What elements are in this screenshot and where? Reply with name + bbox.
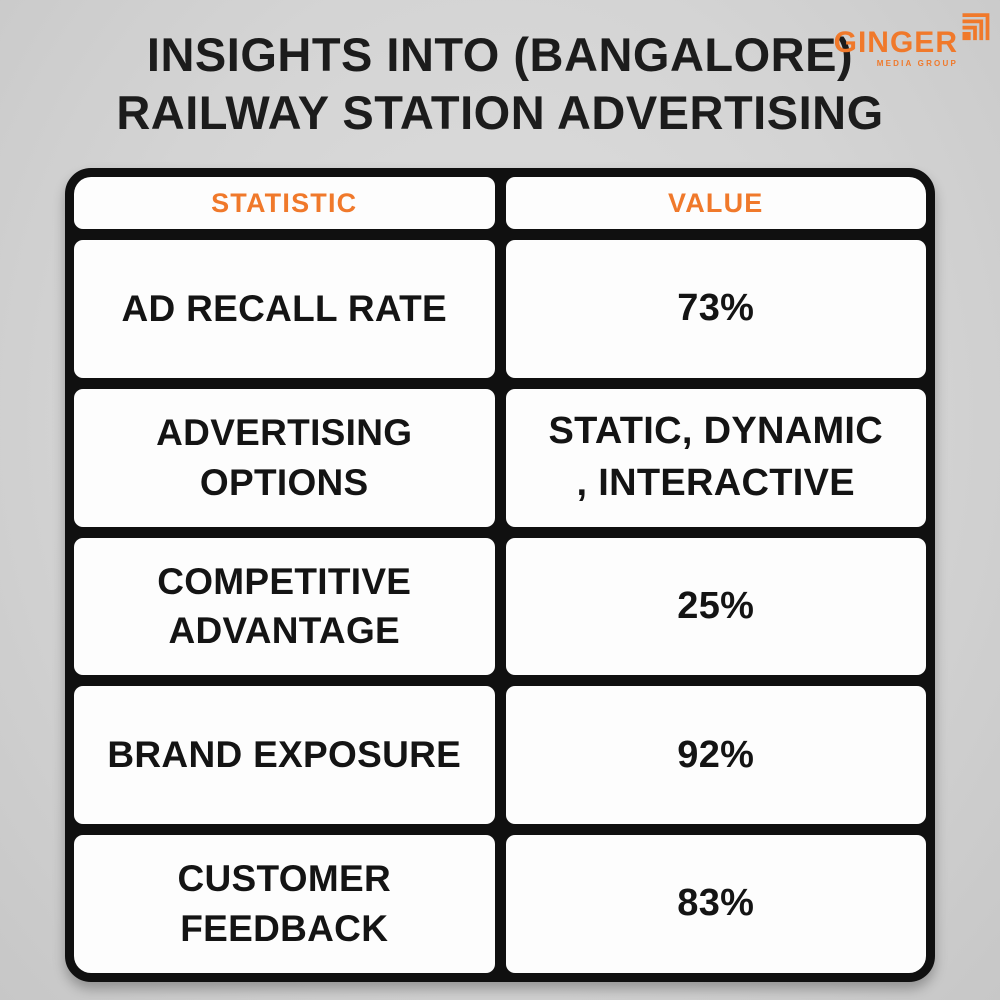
table-cell-value: 83% — [505, 835, 926, 973]
statistics-table: STATISTIC VALUE AD RECALL RATE 73% ADVER… — [65, 168, 935, 982]
brand-logo-text: GINGER MEDIA GROUP — [833, 26, 958, 69]
table-cell-statistic: AD RECALL RATE — [74, 240, 495, 378]
brand-subtitle: MEDIA GROUP — [876, 59, 958, 68]
table-cell-value: 25% — [505, 537, 926, 676]
signal-steps-icon — [962, 13, 990, 41]
brand-logo: GINGER MEDIA GROUP — [834, 12, 990, 68]
page-title-line2: RAILWAY STATION ADVERTISING — [116, 86, 884, 139]
table-cell-statistic: ADVERTISING OPTIONS — [74, 388, 495, 527]
page-title: INSIGHTS INTO (BANGALORE) RAILWAY STATIO… — [0, 26, 1000, 142]
table-cell-value: STATIC, DYNAMIC , INTERACTIVE — [505, 388, 926, 527]
table-cell-statistic: BRAND EXPOSURE — [74, 686, 495, 825]
table-cell-value: 73% — [505, 240, 926, 378]
page-title-line1: INSIGHTS INTO (BANGALORE) — [146, 28, 854, 81]
table-cell-value: 92% — [505, 686, 926, 825]
column-header-statistic: STATISTIC — [74, 177, 495, 229]
table-cell-statistic: CUSTOMER FEEDBACK — [74, 835, 495, 973]
table-cell-statistic: COMPETITIVE ADVANTAGE — [74, 537, 495, 676]
brand-name: GINGER — [833, 26, 958, 59]
column-header-value: VALUE — [505, 177, 926, 229]
